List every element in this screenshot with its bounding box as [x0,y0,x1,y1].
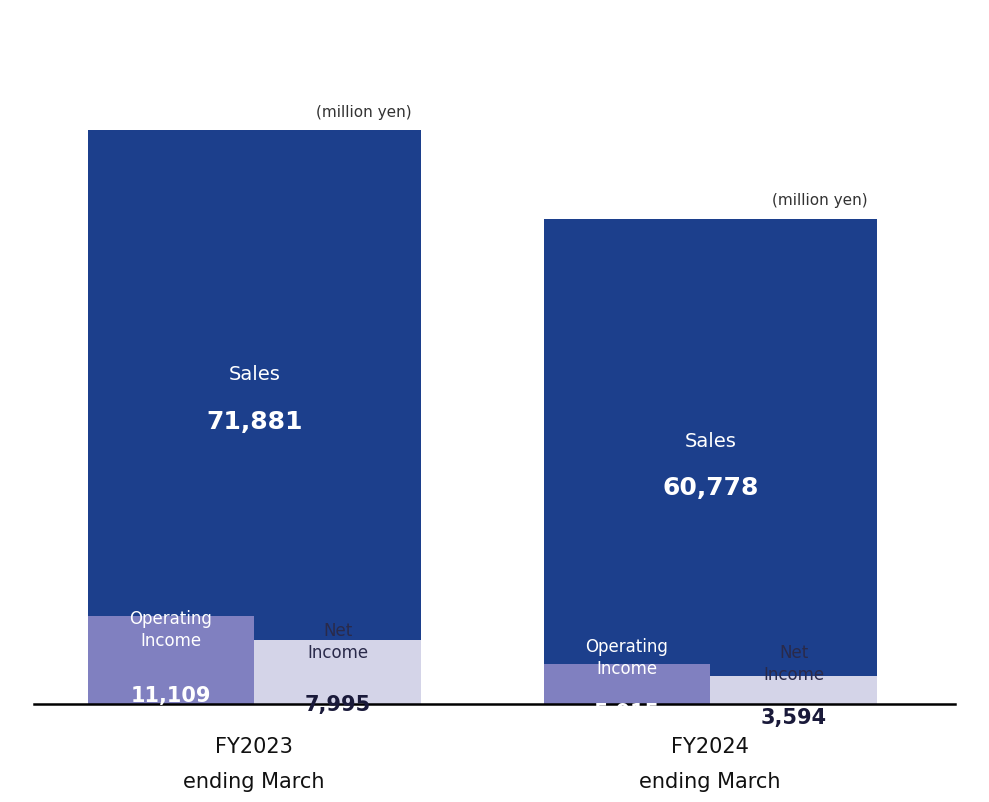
Text: 5,015: 5,015 [593,702,660,722]
Bar [544,665,710,704]
Text: Net
Income: Net Income [307,622,368,662]
Text: FY2024: FY2024 [672,735,750,755]
Bar [87,616,254,704]
Text: (million yen): (million yen) [315,104,411,119]
Text: Net
Income: Net Income [764,643,824,683]
Bar [87,132,421,704]
Text: FY2023: FY2023 [216,735,293,755]
Text: ending March: ending March [640,771,781,791]
Bar [710,676,877,704]
Text: Sales: Sales [228,365,280,384]
Text: ending March: ending March [184,771,325,791]
Bar [544,220,877,704]
Text: Sales: Sales [684,431,736,451]
Text: (million yen): (million yen) [771,193,867,208]
Text: Operating
Income: Operating Income [130,609,213,649]
Text: 60,778: 60,778 [662,476,759,500]
Text: Operating
Income: Operating Income [585,637,669,678]
Text: 11,109: 11,109 [131,685,211,705]
Text: 7,995: 7,995 [305,694,371,714]
Bar [254,641,421,704]
Text: 71,881: 71,881 [206,409,303,433]
Text: 3,594: 3,594 [761,707,827,727]
